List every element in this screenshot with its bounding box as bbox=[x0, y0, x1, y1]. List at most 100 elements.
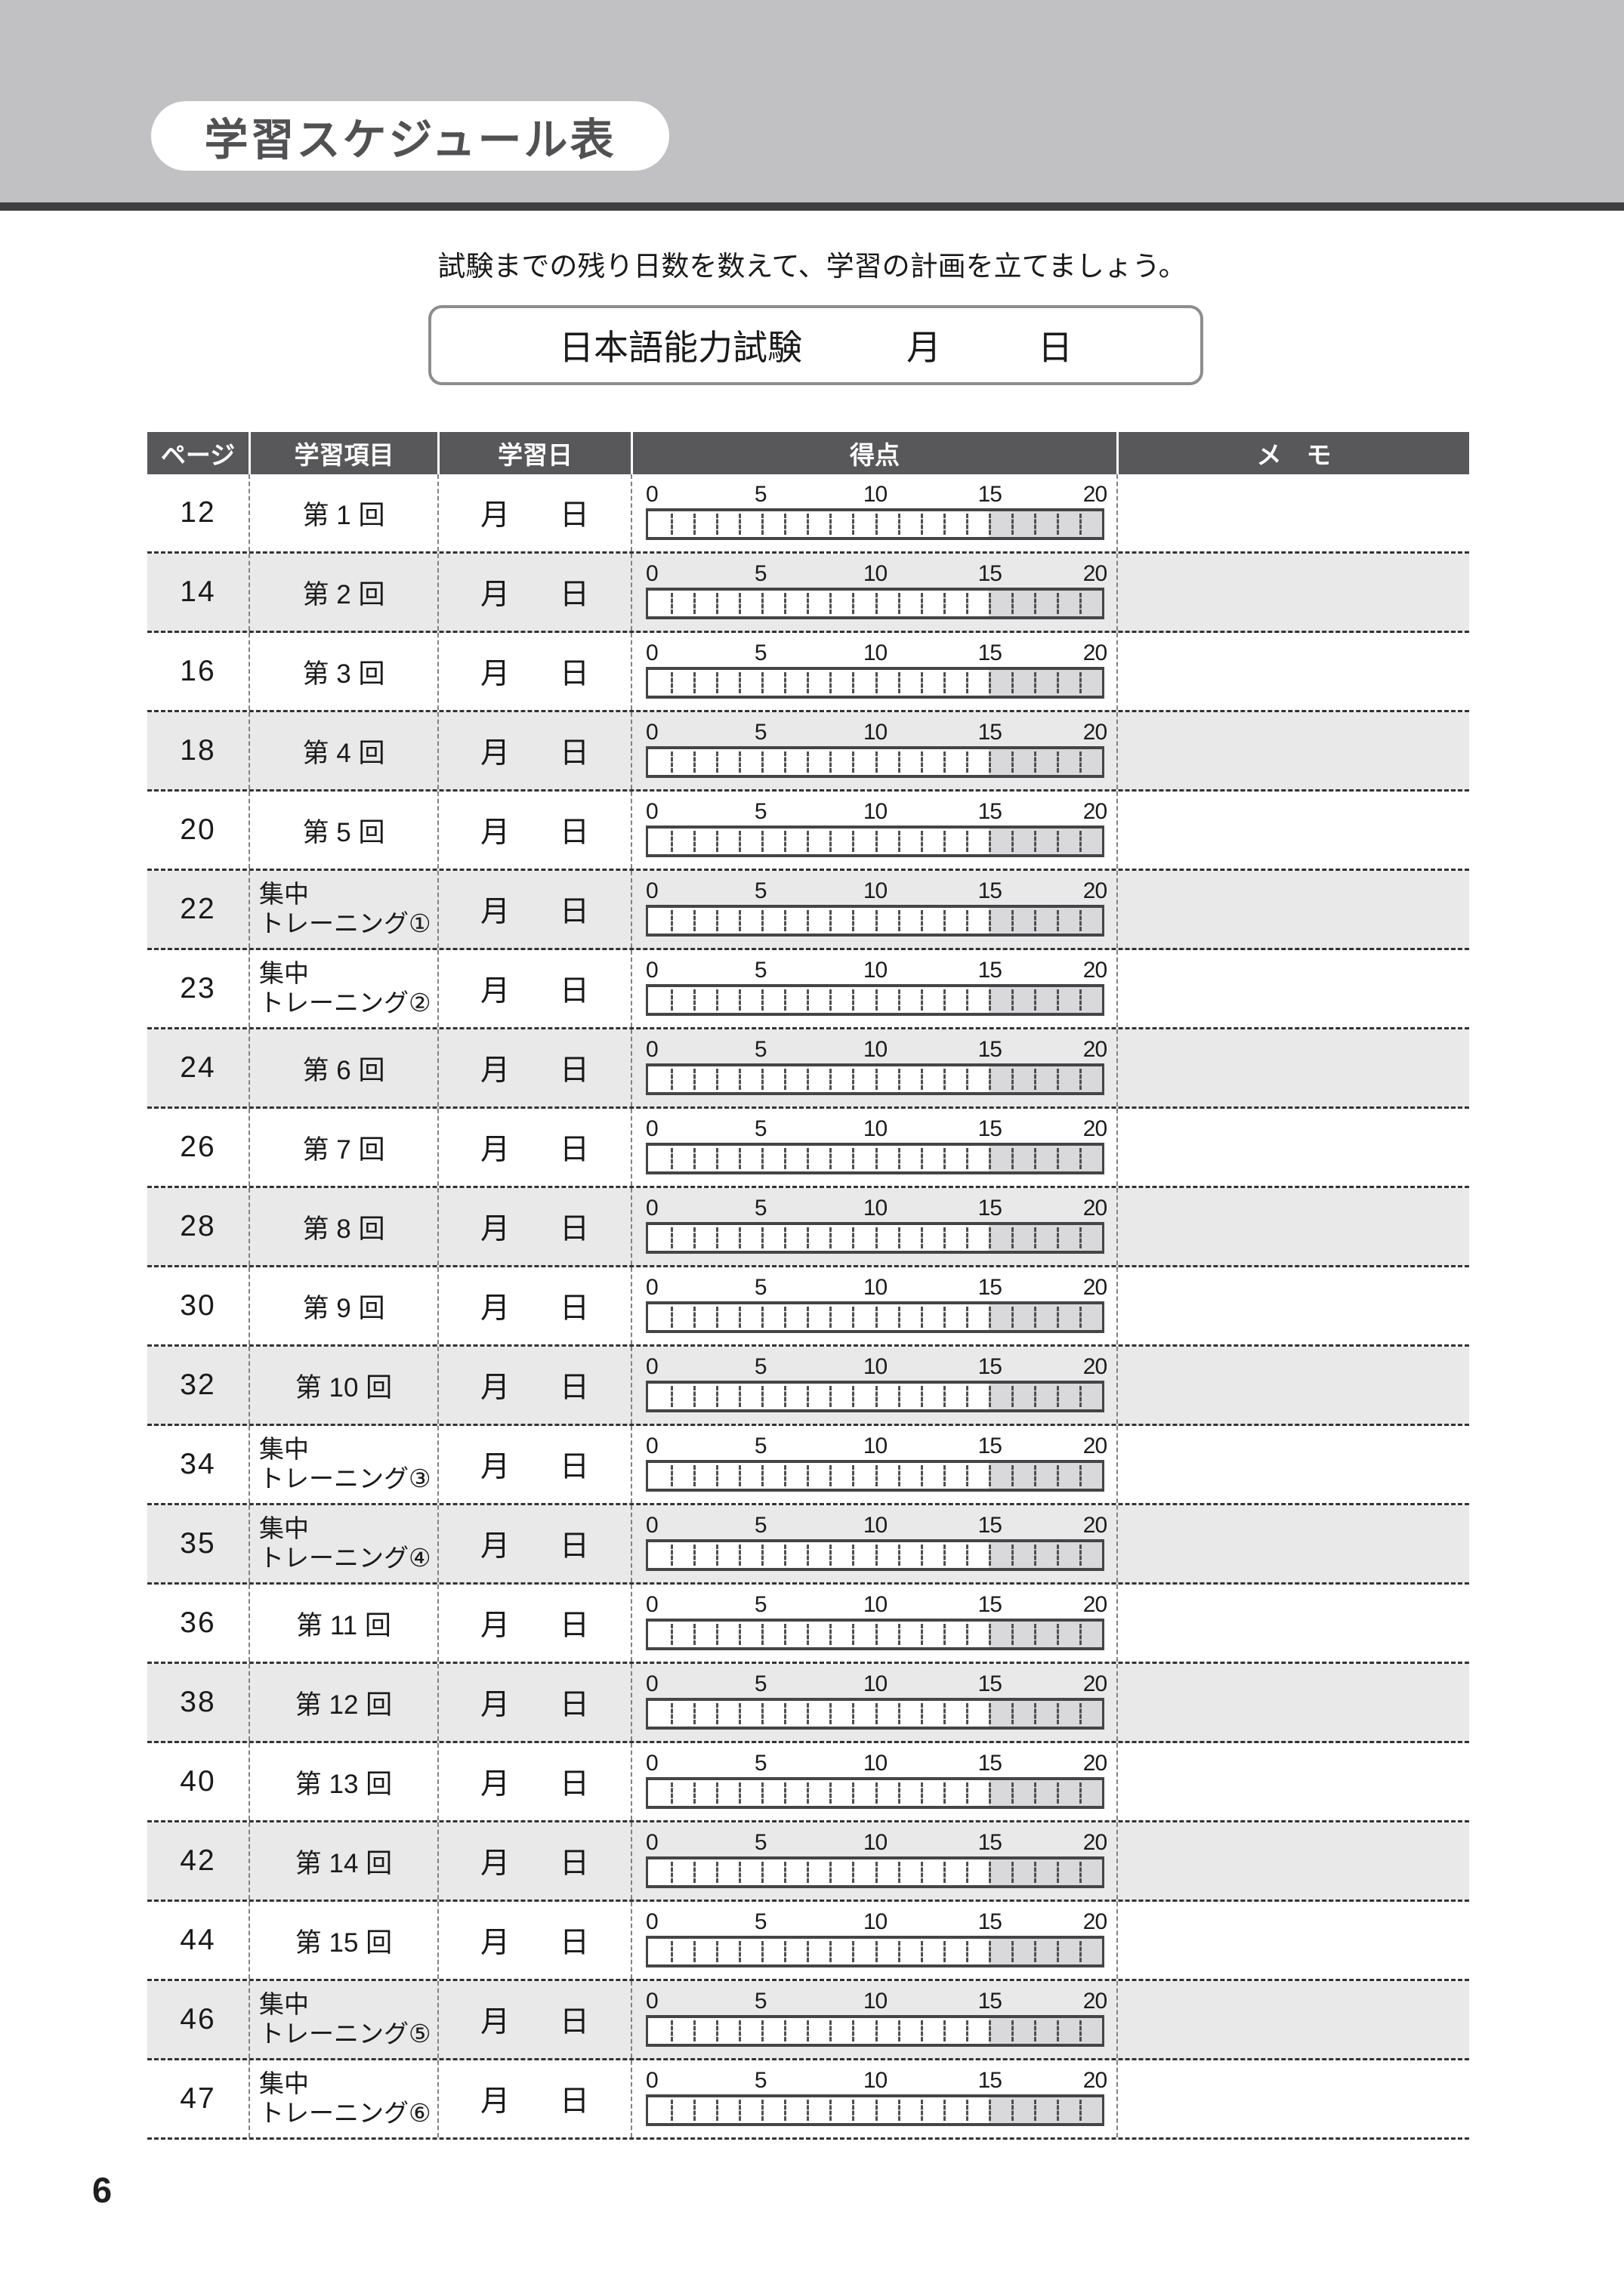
score-scale-tick bbox=[852, 989, 855, 1011]
score-scale-tick bbox=[943, 2100, 946, 2121]
score-scale-tick bbox=[1011, 1545, 1014, 1566]
score-scale-tick bbox=[875, 593, 878, 614]
score-scale-tick bbox=[829, 1386, 832, 1407]
month-blank-label: 月 bbox=[480, 1530, 510, 1563]
day-blank-label: 日 bbox=[560, 737, 590, 770]
score-cell: 0 5 10 15 20 bbox=[631, 1347, 1116, 1424]
memo-cell bbox=[1116, 1585, 1469, 1662]
score-cell: 0 5 10 15 20 bbox=[631, 1743, 1116, 1820]
score-scale-labels: 0 5 10 15 20 bbox=[646, 878, 1107, 903]
score-scale-tick bbox=[943, 1703, 946, 1724]
score-scale-tick bbox=[943, 1386, 946, 1407]
page-cell: 40 bbox=[147, 1743, 249, 1820]
page-value: 36 bbox=[180, 1606, 216, 1639]
score-scale-tick bbox=[693, 831, 696, 852]
score-scale-tick bbox=[1079, 1227, 1082, 1248]
score-scale-tick bbox=[897, 1465, 900, 1486]
item-label: 第 5 回 bbox=[302, 817, 385, 847]
table-row: 42 第 14 回 月 日 0 5 10 15 20 bbox=[147, 1822, 1469, 1902]
score-scale-tick bbox=[784, 1069, 787, 1090]
score-scale-tick bbox=[852, 1307, 855, 1328]
score-scale-tick bbox=[920, 514, 923, 535]
score-scale-tick bbox=[852, 1386, 855, 1407]
date-cell: 月 日 bbox=[437, 1743, 631, 1820]
score-scale-tick bbox=[988, 989, 991, 1011]
score-scale-tick bbox=[1056, 910, 1059, 931]
score-scale-tick bbox=[716, 1148, 719, 1169]
page-cell: 14 bbox=[147, 554, 249, 631]
score-scale-tick bbox=[716, 1227, 719, 1248]
page-value: 40 bbox=[180, 1765, 216, 1798]
score-cell: 0 5 10 15 20 bbox=[631, 792, 1116, 869]
score-scale-tick bbox=[988, 593, 991, 614]
score-scale: 0 5 10 15 20 bbox=[646, 799, 1107, 857]
day-blank-label: 日 bbox=[560, 816, 590, 849]
score-scale-tick bbox=[716, 2100, 719, 2121]
score-scale-tick bbox=[852, 1465, 855, 1486]
score-cell: 0 5 10 15 20 bbox=[631, 1029, 1116, 1106]
score-scale-tick bbox=[739, 1227, 742, 1248]
score-scale-tick bbox=[920, 1227, 923, 1248]
score-scale-tick bbox=[1079, 1307, 1082, 1328]
score-scale-tick bbox=[965, 1148, 968, 1169]
score-cell: 0 5 10 15 20 bbox=[631, 1664, 1116, 1741]
item-label: 第 9 回 bbox=[302, 1293, 385, 1323]
score-scale-tick bbox=[829, 1069, 832, 1090]
score-scale-tick bbox=[965, 1069, 968, 1090]
score-scale-tick bbox=[716, 514, 719, 535]
score-scale-tick bbox=[1033, 751, 1036, 773]
score-scale-tick bbox=[671, 1545, 674, 1566]
memo-cell bbox=[1116, 1267, 1469, 1344]
page-cell: 35 bbox=[147, 1505, 249, 1582]
score-scale-tick bbox=[1033, 593, 1036, 614]
item-label: 第 10 回 bbox=[295, 1372, 393, 1403]
score-scale-labels: 0 5 10 15 20 bbox=[646, 482, 1107, 507]
score-scale-tick bbox=[739, 1386, 742, 1407]
score-scale-tick bbox=[671, 1703, 674, 1724]
score-scale-shaded-zone bbox=[988, 1780, 1102, 1806]
score-scale-tick bbox=[829, 2100, 832, 2121]
score-scale-shaded-zone bbox=[988, 1939, 1102, 1964]
page-cell: 38 bbox=[147, 1664, 249, 1741]
score-scale-tick bbox=[988, 1862, 991, 1883]
date-cell: 月 日 bbox=[437, 1585, 631, 1662]
score-scale-tick bbox=[1011, 1307, 1014, 1328]
score-scale-tick bbox=[784, 1703, 787, 1724]
score-scale-tick bbox=[988, 1941, 991, 1962]
page-value: 18 bbox=[180, 734, 216, 767]
score-scale-bar bbox=[646, 1777, 1104, 1809]
score-scale-tick bbox=[671, 831, 674, 852]
score-scale-tick bbox=[693, 1545, 696, 1566]
score-scale-tick bbox=[920, 1782, 923, 1804]
score-scale-tick bbox=[716, 1941, 719, 1962]
month-blank-label: 月 bbox=[480, 579, 510, 611]
score-scale: 0 5 10 15 20 bbox=[646, 878, 1107, 937]
score-scale-tick bbox=[829, 1545, 832, 1566]
month-blank-label: 月 bbox=[480, 658, 510, 690]
score-scale-tick bbox=[897, 1069, 900, 1090]
table-row: 44 第 15 回 月 日 0 5 10 15 20 bbox=[147, 1902, 1469, 1981]
score-scale-bar bbox=[646, 588, 1104, 619]
score-scale-tick bbox=[965, 1386, 968, 1407]
score-scale: 0 5 10 15 20 bbox=[646, 1196, 1107, 1254]
score-scale-tick bbox=[693, 593, 696, 614]
memo-cell bbox=[1116, 1743, 1469, 1820]
score-scale-tick bbox=[965, 1465, 968, 1486]
score-scale: 0 5 10 15 20 bbox=[646, 640, 1107, 699]
table-row: 22 集中 トレーニング① 月 日 0 5 10 15 20 bbox=[147, 871, 1469, 950]
item-cell: 第 3 回 bbox=[249, 633, 437, 710]
score-scale-tick bbox=[761, 910, 764, 931]
score-scale-tick bbox=[671, 593, 674, 614]
score-scale-tick bbox=[807, 1624, 810, 1645]
score-scale-tick bbox=[761, 989, 764, 1011]
score-scale-tick bbox=[784, 831, 787, 852]
score-scale-tick bbox=[1056, 751, 1059, 773]
score-scale-tick bbox=[671, 2020, 674, 2041]
memo-cell bbox=[1116, 2060, 1469, 2137]
score-scale-tick bbox=[1056, 593, 1059, 614]
score-scale-bar bbox=[646, 667, 1104, 699]
score-scale-tick bbox=[1011, 1148, 1014, 1169]
column-header-date: 学習日 bbox=[437, 432, 631, 474]
score-scale-tick bbox=[897, 1703, 900, 1724]
page-cell: 36 bbox=[147, 1585, 249, 1662]
